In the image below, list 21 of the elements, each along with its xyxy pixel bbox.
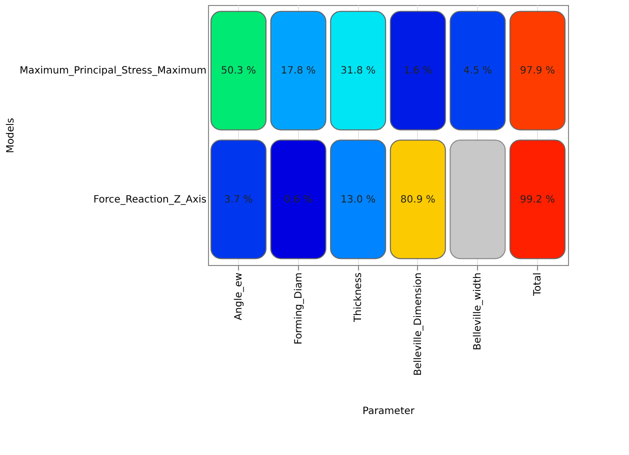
x-tick-label: Angle_ew [234,272,244,320]
data-label: 13.0 % [340,194,376,206]
data-label: 97.9 % [520,66,555,77]
data-label: 31.8 % [340,66,376,77]
data-label: 99.2 % [520,194,555,206]
x-tick-label: Belleville_Dimension [412,272,424,376]
y-axis-title: Models [6,118,17,154]
data-label: 1.6 % [404,66,432,77]
data-label: 4.5 % [463,66,492,77]
data-label: 17.8 % [280,66,316,77]
x-tick-label: Belleville_width [472,272,484,350]
y-tick-label: Force_Reaction_Z_Axis [93,194,206,206]
data-label: 3.7 % [224,194,253,206]
data-label: 0.6 % [284,194,313,206]
y-tick-label: Maximum_Principal_Stress_Maximum [20,66,206,77]
x-tick-label: Total [532,272,544,297]
data-label: 80.9 % [400,194,436,206]
x-tick-label: Forming_Diam [293,272,304,345]
x-tick-label: Thickness [353,272,364,323]
x-axis-title: Parameter [362,406,416,417]
data-label: 50.3 % [221,66,256,77]
